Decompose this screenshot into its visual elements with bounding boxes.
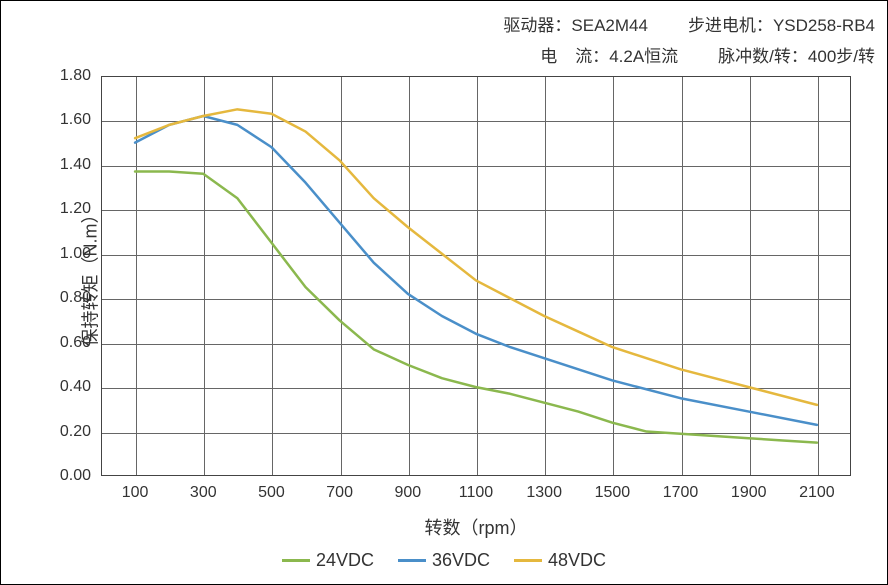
legend-item-24VDC: 24VDC — [282, 550, 374, 571]
pulse-value: 400步/转 — [808, 47, 875, 66]
header-row-1: 驱动器：SEA2M44 步进电机：YSD258-RB4 — [1, 11, 875, 36]
chart-header: 驱动器：SEA2M44 步进电机：YSD258-RB4 电流：4.2A恒流 脉冲… — [1, 11, 875, 73]
series-line-24VDC — [135, 172, 817, 443]
legend: 24VDC 36VDC 48VDC — [1, 546, 887, 571]
x-tick-label: 500 — [258, 484, 285, 502]
x-tick-label: 1300 — [526, 484, 562, 502]
legend-swatch — [398, 559, 426, 562]
legend-label: 48VDC — [548, 550, 606, 571]
chart-area: 保持转矩（N.m） 转数（rpm） 0.000.200.400.600.801.… — [101, 76, 851, 476]
motor-value: YSD258-RB4 — [773, 16, 875, 35]
y-tick-label: 1.80 — [60, 67, 91, 85]
y-tick-label: 0.80 — [60, 289, 91, 307]
x-tick-label: 1500 — [595, 484, 631, 502]
y-axis-label: 保持转矩（N.m） — [77, 206, 103, 347]
x-tick-label: 1900 — [731, 484, 767, 502]
legend-item-36VDC: 36VDC — [398, 550, 490, 571]
pulse-info: 脉冲数/转：400步/转 — [718, 42, 875, 67]
driver-value: SEA2M44 — [571, 16, 648, 35]
current-label-2: 流： — [575, 47, 609, 66]
y-tick-label: 0.00 — [60, 467, 91, 485]
x-tick-label: 1700 — [663, 484, 699, 502]
driver-label: 驱动器： — [503, 16, 571, 35]
y-tick-label: 1.40 — [60, 156, 91, 174]
x-tick-label: 1100 — [459, 484, 493, 502]
motor-label: 步进电机： — [688, 16, 773, 35]
y-tick-label: 0.40 — [60, 378, 91, 396]
chart-container: 驱动器：SEA2M44 步进电机：YSD258-RB4 电流：4.2A恒流 脉冲… — [0, 0, 888, 585]
y-tick-label: 0.20 — [60, 423, 91, 441]
legend-item-48VDC: 48VDC — [514, 550, 606, 571]
series-lines — [101, 76, 851, 476]
y-tick-label: 1.20 — [60, 200, 91, 218]
x-tick-label: 300 — [190, 484, 217, 502]
x-tick-label: 2100 — [799, 484, 835, 502]
pulse-label: 脉冲数/转： — [718, 47, 808, 66]
legend-label: 24VDC — [316, 550, 374, 571]
y-tick-label: 1.00 — [60, 245, 91, 263]
header-row-2: 电流：4.2A恒流 脉冲数/转：400步/转 — [1, 42, 875, 67]
y-tick-label: 1.60 — [60, 111, 91, 129]
series-line-48VDC — [135, 109, 817, 405]
current-value: 4.2A恒流 — [609, 47, 678, 66]
y-tick-label: 0.60 — [60, 334, 91, 352]
legend-label: 36VDC — [432, 550, 490, 571]
x-tick-label: 900 — [394, 484, 421, 502]
driver-info: 驱动器：SEA2M44 — [503, 11, 648, 36]
legend-swatch — [514, 559, 542, 562]
motor-info: 步进电机：YSD258-RB4 — [688, 11, 875, 36]
legend-swatch — [282, 559, 310, 562]
x-tick-label: 700 — [326, 484, 353, 502]
x-tick-label: 100 — [122, 484, 149, 502]
current-label-1: 电 — [540, 47, 575, 66]
current-info: 电流：4.2A恒流 — [540, 42, 678, 67]
x-axis-label: 转数（rpm） — [425, 514, 528, 540]
